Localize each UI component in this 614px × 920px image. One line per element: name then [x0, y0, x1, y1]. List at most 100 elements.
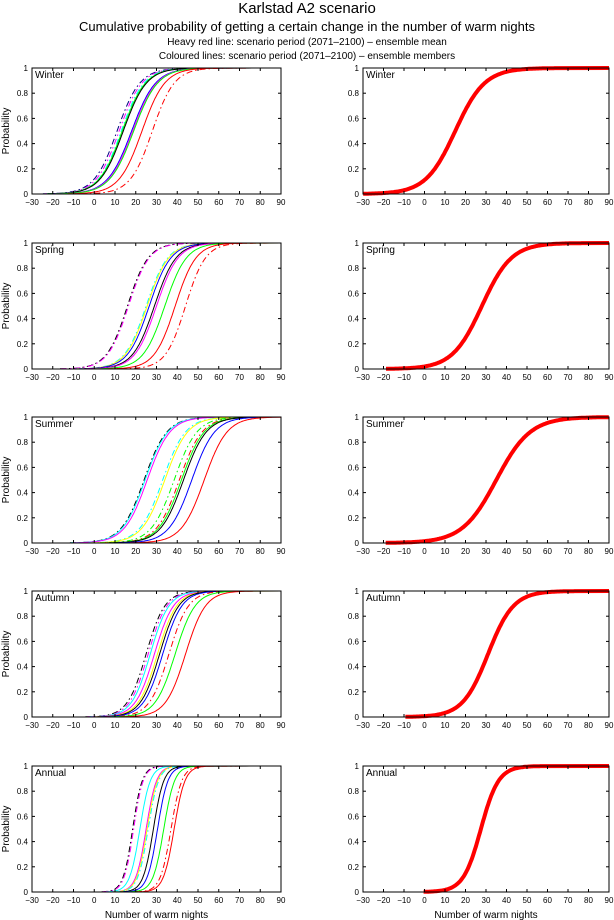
y-tick-label: 0.4	[17, 838, 29, 847]
y-tick-label: 0.2	[17, 165, 29, 174]
season-label-autumn-members: Autumn	[35, 593, 69, 604]
x-tick-label: 10	[441, 721, 450, 730]
member-line-annual-members-5	[113, 765, 282, 893]
x-tick-label: −20	[46, 721, 60, 730]
x-tick-label: 70	[235, 896, 244, 905]
y-tick-label: 0	[24, 713, 29, 722]
x-tick-label: 70	[235, 373, 244, 382]
member-line-summer-members-10	[117, 416, 282, 544]
y-tick-label: 0.6	[17, 812, 29, 821]
x-tick-label: 10	[441, 373, 450, 382]
y-axis-label: Probability	[1, 283, 12, 330]
member-line-autumn-members-6	[97, 590, 282, 718]
x-tick-label: 80	[256, 198, 265, 207]
y-tick-label: 0.6	[348, 637, 360, 646]
ensemble-mean-line-annual-mean	[423, 764, 610, 894]
x-tick-label: 40	[502, 198, 511, 207]
x-tick-label: 10	[441, 198, 450, 207]
figure-title: Karlstad A2 scenario	[238, 0, 376, 17]
x-tick-label: −30	[25, 547, 39, 556]
member-line-spring-members-2	[61, 242, 282, 370]
x-tick-label: 90	[605, 547, 614, 556]
x-tick-label: −30	[356, 547, 370, 556]
x-tick-label: −10	[397, 721, 411, 730]
y-axis-label: Probability	[1, 631, 12, 678]
member-line-annual-members-1	[101, 765, 282, 893]
y-tick-label: 1	[355, 762, 360, 771]
member-line-spring-members-3	[76, 242, 282, 370]
y-tick-label: 0.8	[17, 787, 29, 796]
y-tick-label: 1	[24, 587, 29, 596]
x-tick-label: 10	[111, 721, 120, 730]
x-tick-label: −30	[25, 373, 39, 382]
member-line-autumn-members-2	[87, 590, 282, 718]
y-tick-label: 0.8	[348, 264, 360, 273]
plot-frame-annual-mean	[362, 765, 610, 893]
x-tick-label: −20	[46, 547, 60, 556]
member-line-summer-members-9	[109, 416, 282, 544]
x-tick-label: 0	[422, 198, 427, 207]
y-tick-label: 0	[24, 888, 29, 897]
x-axis-label: Number of warm nights	[434, 910, 537, 920]
legend-note-ensemble-mean: Heavy red line: scenario period (2071–21…	[167, 37, 447, 48]
x-tick-label: 70	[235, 547, 244, 556]
x-tick-label: −10	[397, 373, 411, 382]
ensemble-mean-line-summer-mean	[385, 415, 610, 545]
x-tick-label: 90	[277, 547, 286, 556]
member-line-winter-members-2	[45, 67, 282, 195]
member-line-summer-members-2	[70, 416, 282, 544]
member-line-spring-members-6	[84, 242, 282, 370]
member-line-summer-members-6	[100, 416, 282, 544]
x-tick-label: −10	[67, 547, 81, 556]
y-tick-label: 0.8	[17, 612, 29, 621]
x-tick-label: 90	[605, 721, 614, 730]
x-tick-label: 70	[564, 547, 573, 556]
y-tick-label: 0.6	[348, 289, 360, 298]
season-label-annual-members: Annual	[35, 768, 66, 779]
member-line-annual-members-10	[136, 765, 282, 893]
member-line-summer-members-5	[90, 416, 282, 544]
y-tick-label: 0	[24, 190, 29, 199]
x-tick-label: 60	[214, 547, 223, 556]
x-tick-label: 70	[564, 373, 573, 382]
y-tick-label: 0.2	[348, 688, 360, 697]
x-tick-label: 10	[111, 373, 120, 382]
x-tick-label: 30	[482, 198, 491, 207]
x-tick-label: 70	[564, 721, 573, 730]
member-line-annual-members-11	[139, 765, 282, 893]
y-tick-label: 1	[355, 64, 360, 73]
x-tick-label: 0	[92, 721, 97, 730]
x-tick-label: 30	[482, 721, 491, 730]
x-tick-label: 80	[584, 547, 593, 556]
x-tick-label: 30	[152, 896, 161, 905]
y-tick-label: 0	[24, 365, 29, 374]
x-tick-label: 10	[111, 547, 120, 556]
x-tick-label: 10	[441, 547, 450, 556]
x-tick-label: 40	[502, 721, 511, 730]
x-tick-label: 0	[422, 721, 427, 730]
member-line-autumn-members-8	[105, 590, 282, 718]
x-tick-label: −30	[356, 198, 370, 207]
y-tick-label: 0.4	[17, 315, 29, 324]
y-tick-label: 0	[355, 539, 360, 548]
season-label-spring-mean: Spring	[366, 245, 395, 256]
plot-frame-summer-members	[31, 416, 282, 544]
y-tick-label: 0	[355, 888, 360, 897]
x-tick-label: 40	[173, 547, 182, 556]
x-tick-label: 20	[131, 547, 140, 556]
member-line-annual-members-6	[114, 765, 282, 893]
member-line-winter-members-8	[55, 67, 282, 195]
season-label-autumn-mean: Autumn	[366, 593, 400, 604]
x-tick-label: 90	[605, 896, 614, 905]
x-tick-label: −20	[46, 373, 60, 382]
member-line-winter-members-4	[46, 67, 282, 195]
member-line-winter-members-9	[67, 67, 282, 195]
x-tick-label: 30	[152, 547, 161, 556]
x-tick-label: −30	[25, 896, 39, 905]
x-tick-label: −30	[356, 373, 370, 382]
y-tick-label: 0.4	[17, 489, 29, 498]
member-line-autumn-members-7	[100, 590, 282, 718]
member-line-autumn-members-10	[120, 590, 282, 718]
y-tick-label: 0.4	[17, 140, 29, 149]
x-tick-label: −30	[356, 896, 370, 905]
